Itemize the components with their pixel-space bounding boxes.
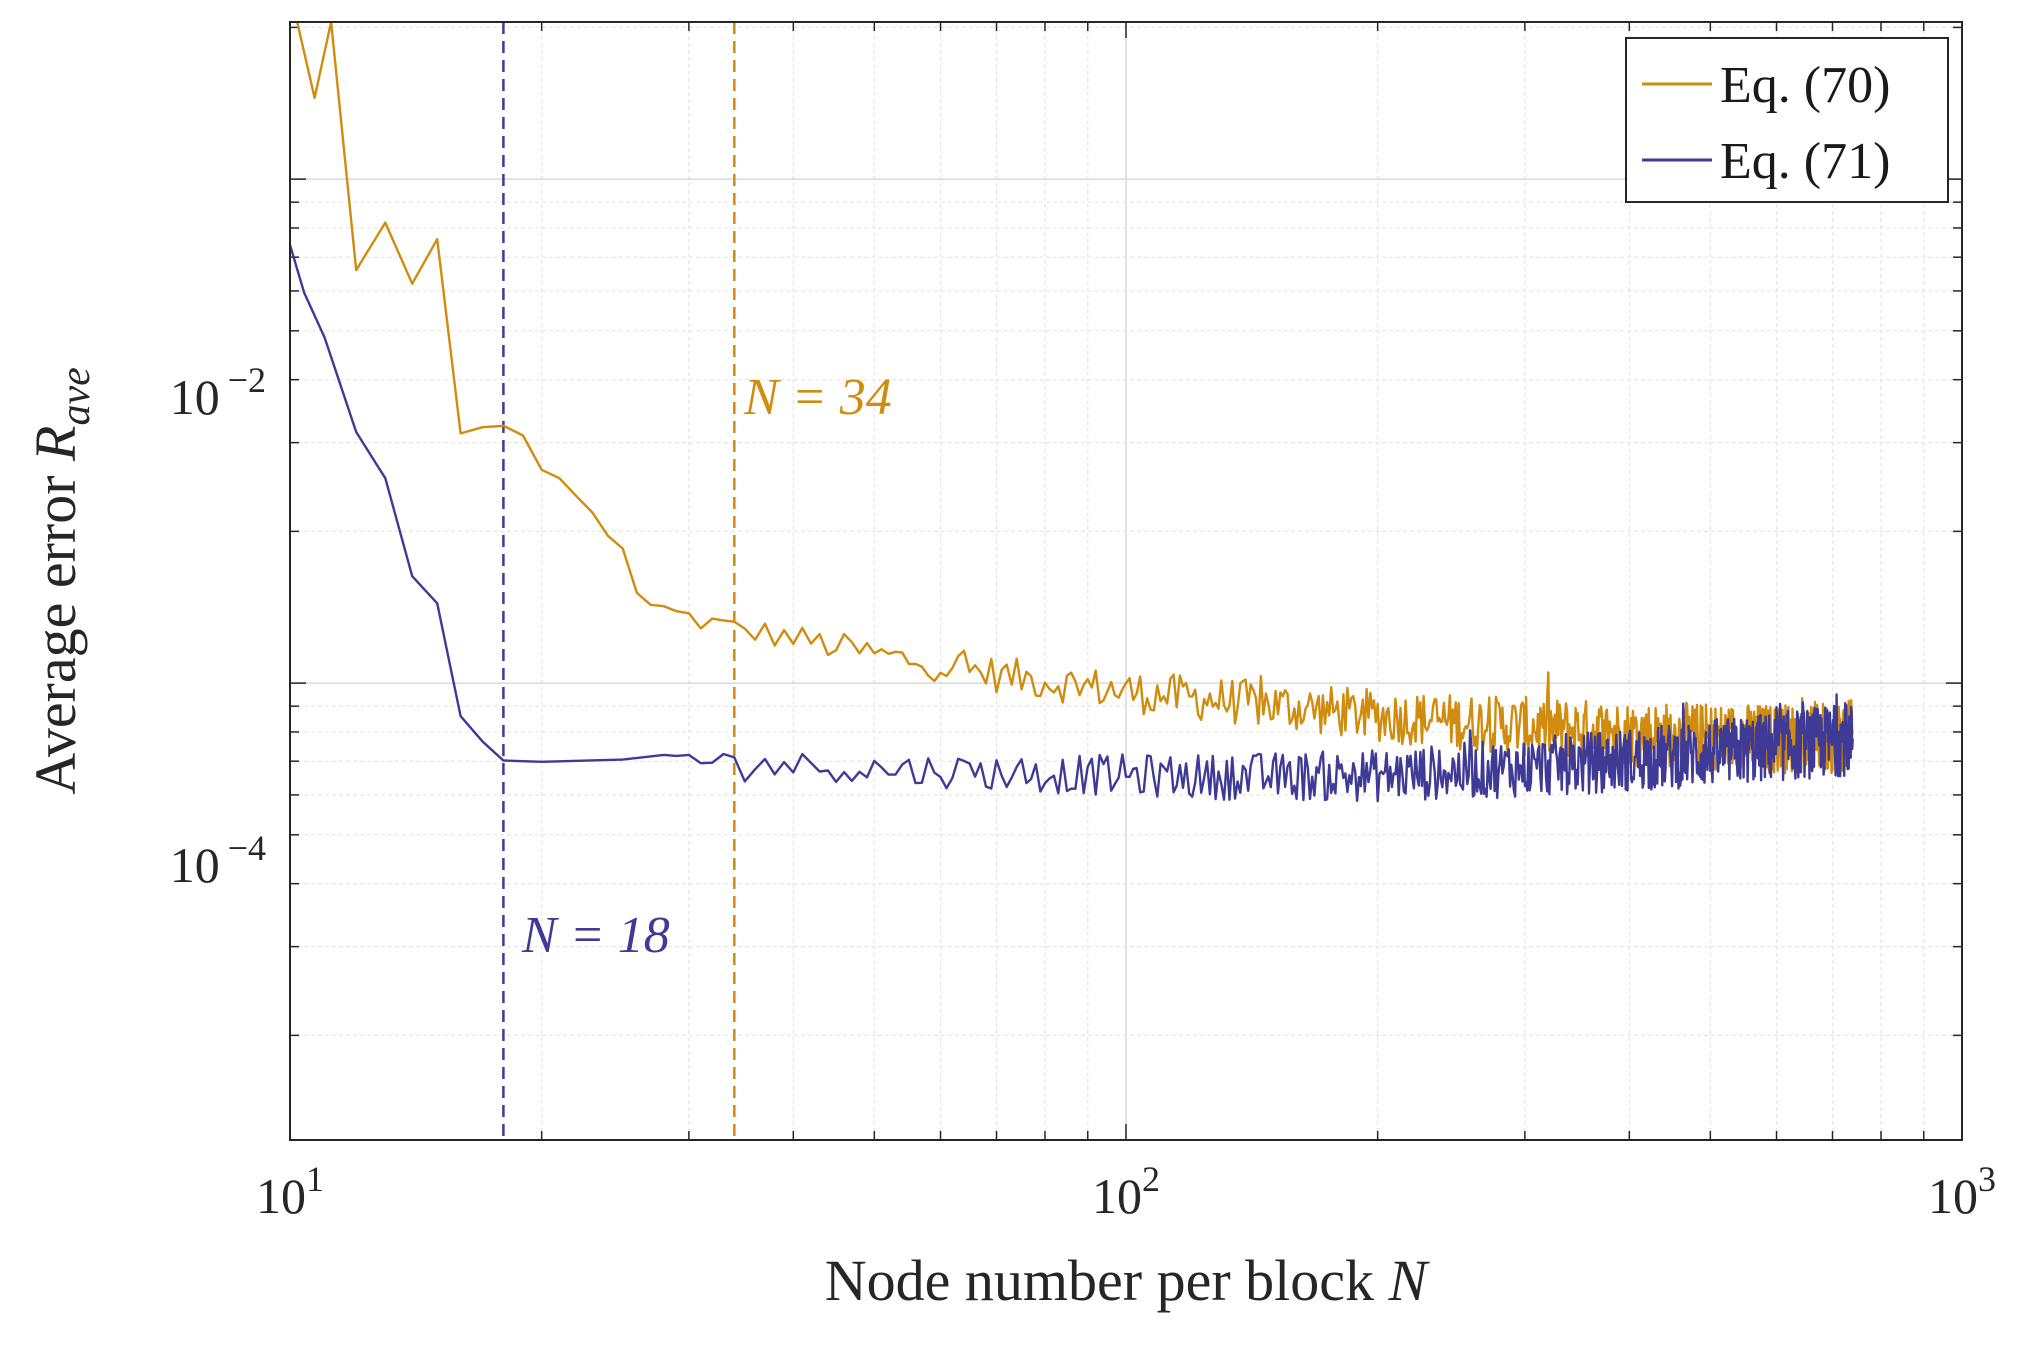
legend-label: Eq. (70) [1720, 57, 1890, 114]
reference-lines [502, 22, 736, 1140]
minor-ticks [290, 22, 1962, 1140]
x-tick-label: 102 [1092, 1159, 1160, 1224]
x-axis-label: Node number per block N [825, 1248, 1431, 1313]
annotation-n18: N = 18 [521, 907, 670, 964]
legend-label: Eq. (71) [1720, 133, 1890, 190]
annotation-n34: N = 34 [743, 369, 892, 426]
y-tick-label: 10 −2 [170, 360, 266, 425]
y-tick-label: 10 −4 [170, 828, 266, 893]
x-tick-label: 101 [256, 1159, 324, 1224]
legend: Eq. (70) Eq. (71) [1625, 37, 1949, 203]
y-axis-label: Average error Rave [23, 367, 99, 795]
major-ticks [289, 22, 1962, 1140]
series-group [288, 20, 1854, 803]
legend-box [1625, 37, 1949, 203]
series-line-eq71 [288, 244, 1854, 803]
x-tick-label: 103 [1928, 1159, 1996, 1224]
